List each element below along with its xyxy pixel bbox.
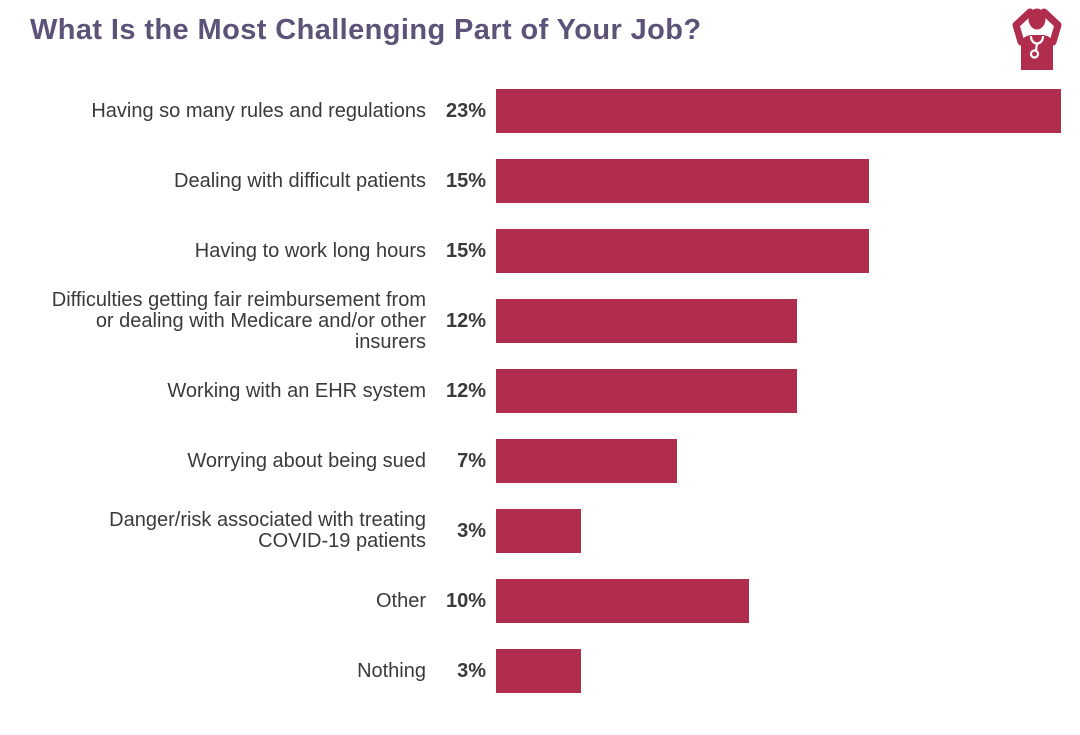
category-label: Danger/risk associated with treating COV… bbox=[109, 509, 426, 552]
value-label: 23% bbox=[445, 99, 486, 122]
value-label: 15% bbox=[445, 169, 486, 192]
bar bbox=[496, 159, 869, 203]
chart-row: Dealing with difficult patients 15% bbox=[0, 146, 1080, 216]
value-label: 10% bbox=[445, 589, 486, 612]
chart-row: Having to work long hours 15% bbox=[0, 216, 1080, 286]
chart-row: Having so many rules and regulations 23% bbox=[0, 76, 1080, 146]
bar bbox=[496, 579, 749, 623]
category-label: Difficulties getting fair reimbursement … bbox=[51, 288, 426, 353]
bar bbox=[496, 229, 869, 273]
bar bbox=[496, 439, 677, 483]
bar bbox=[496, 299, 797, 343]
value-label: 3% bbox=[457, 659, 486, 682]
category-label: Having so many rules and regulations bbox=[91, 99, 426, 122]
value-label: 7% bbox=[457, 449, 486, 472]
category-label: Worrying about being sued bbox=[187, 449, 426, 472]
frustrated-doctor-icon bbox=[1012, 8, 1062, 70]
category-label: Nothing bbox=[357, 659, 426, 682]
chart-row: Danger/risk associated with treating COV… bbox=[0, 496, 1080, 566]
category-label: Having to work long hours bbox=[194, 239, 426, 262]
value-label: 15% bbox=[445, 239, 486, 262]
bar bbox=[496, 89, 1061, 133]
category-label: Other bbox=[375, 589, 426, 612]
bar bbox=[496, 649, 581, 693]
chart-row: Worrying about being sued 7% bbox=[0, 426, 1080, 496]
page-title: What Is the Most Challenging Part of You… bbox=[30, 14, 702, 46]
category-label: Working with an EHR system bbox=[167, 379, 426, 402]
chart-row: Working with an EHR system 12% bbox=[0, 356, 1080, 426]
chart-row: Nothing 3% bbox=[0, 636, 1080, 706]
bar bbox=[496, 509, 581, 553]
category-label: Dealing with difficult patients bbox=[174, 169, 426, 192]
bar-chart: Having so many rules and regulations 23%… bbox=[0, 76, 1080, 706]
chart-row: Other 10% bbox=[0, 566, 1080, 636]
value-label: 12% bbox=[445, 379, 486, 402]
bar bbox=[496, 369, 797, 413]
chart-row: Difficulties getting fair reimbursement … bbox=[0, 286, 1080, 356]
value-label: 12% bbox=[445, 309, 486, 332]
value-label: 3% bbox=[457, 519, 486, 542]
